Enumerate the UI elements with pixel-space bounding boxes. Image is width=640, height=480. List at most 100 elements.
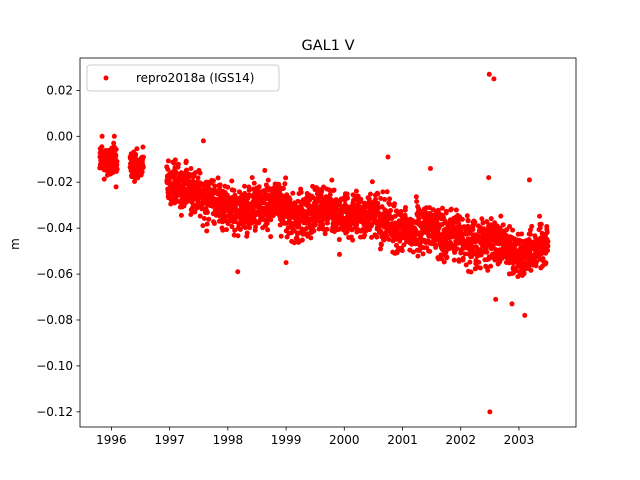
data-point [175,161,181,167]
data-point [464,213,470,219]
data-point [453,207,459,213]
data-point [382,196,388,202]
data-point [277,222,283,228]
data-point [401,242,407,248]
data-point [265,177,271,183]
data-point-outlier [493,296,499,302]
data-point-outlier [491,76,497,82]
data-point [188,212,194,218]
data-point-outlier [526,177,532,183]
y-axis-label: m [8,238,22,250]
data-point [507,224,513,230]
data-point [291,228,297,234]
data-point [377,246,383,252]
data-point [439,205,445,211]
data-point [462,251,468,257]
data-point [200,223,206,229]
data-point [183,158,189,164]
data-point [416,216,422,222]
data-point [211,220,217,226]
data-point [197,170,203,176]
legend-label: repro2018a (IGS14) [136,71,254,85]
data-point [519,231,525,237]
data-point [172,157,178,163]
data-point [268,217,274,223]
data-point [472,219,478,225]
x-tick-label: 1999 [271,433,302,447]
data-point [337,251,343,257]
data-point [206,216,212,222]
data-point-outlier [486,71,492,77]
data-point [201,216,207,222]
data-point-outlier [99,133,105,139]
data-point [528,267,534,273]
data-point [369,234,375,240]
data-point [534,259,540,265]
data-point [192,209,198,215]
data-point [463,262,469,268]
data-point [195,175,201,181]
data-point [485,267,491,273]
data-point [362,232,368,238]
data-point [316,226,322,232]
data-point [178,170,184,176]
data-point [353,188,359,194]
data-point [249,175,255,181]
data-point [533,263,539,269]
data-point [386,237,392,243]
data-point [247,225,253,231]
data-point [242,225,248,231]
data-point [311,228,317,234]
data-point [476,259,482,265]
data-point [497,225,503,231]
data-point [140,164,146,170]
data-point [538,221,544,227]
data-point [468,269,474,275]
data-point [521,270,527,276]
data-point [413,194,419,200]
data-point [229,178,235,184]
data-point [331,187,337,193]
axes: 1996 1997 1998 1999 2000 2001 2002 2003 0.02 0.00… [36,57,577,447]
data-point [298,189,304,195]
data-point [481,226,487,232]
data-point [188,166,194,171]
data-point [374,234,380,240]
data-point [336,237,342,243]
y-tick-label: −0.08 [36,313,73,327]
data-point [132,179,138,185]
data-point [515,274,521,280]
data-point [387,196,393,202]
data-point [443,249,449,255]
data-point-outlier [427,165,433,171]
data-point [456,258,462,264]
data-point [451,257,457,263]
data-point [380,189,386,195]
y-tick-label: 0.02 [46,83,73,97]
data-point-outlier [509,301,515,307]
data-point [477,265,483,271]
data-point [290,190,296,196]
data-point [178,212,184,218]
data-point [217,182,223,188]
data-points-layer [97,71,551,415]
data-point [369,179,375,185]
data-point [140,154,146,160]
x-tick-label: 2002 [445,433,476,447]
data-point [232,219,238,225]
data-point [319,188,325,194]
data-point [114,166,120,172]
y-tick-label: −0.10 [36,359,73,373]
data-point [410,249,416,255]
data-point [312,222,318,228]
data-point [253,224,259,230]
data-point [392,201,398,207]
data-point [529,223,535,229]
data-point-outlier [283,260,289,266]
data-point-outlier [487,409,493,415]
data-point [265,227,271,233]
data-point [231,187,237,193]
data-point [237,226,243,232]
data-point [262,167,268,173]
data-point [280,185,286,191]
